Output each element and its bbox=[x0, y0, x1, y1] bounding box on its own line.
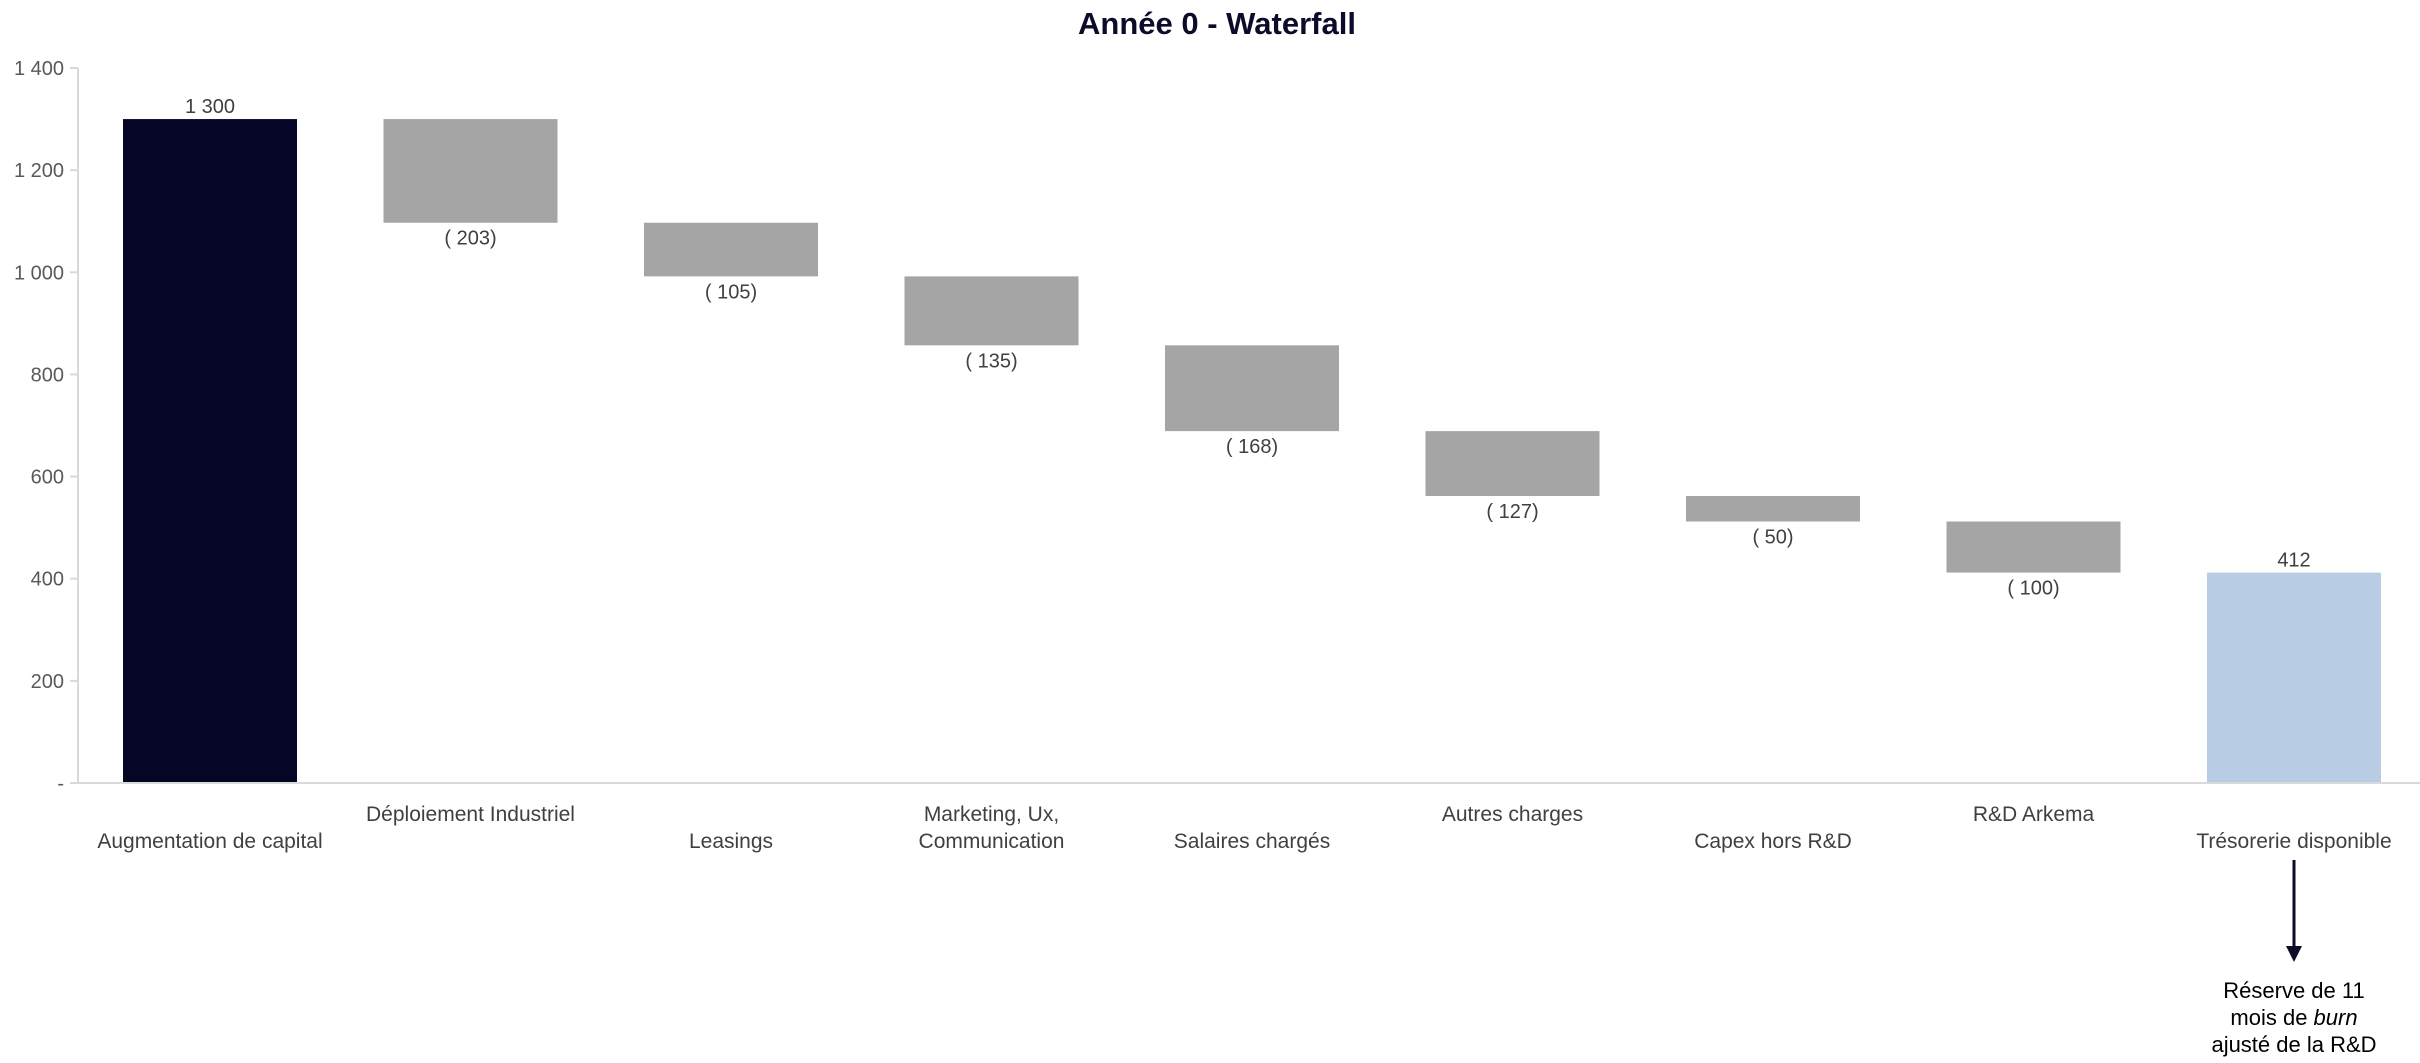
category-label: R&D Arkema bbox=[1973, 803, 2095, 826]
y-tick-label: 200 bbox=[31, 671, 64, 693]
category-label: Communication bbox=[919, 830, 1065, 853]
category-label: Salaires chargés bbox=[1174, 830, 1330, 853]
category-label: Autres charges bbox=[1442, 803, 1583, 826]
annotation-text-part: burn bbox=[2314, 1005, 2358, 1030]
data-label: ( 135) bbox=[965, 350, 1017, 372]
annotation-text-part: Réserve de 11 bbox=[2223, 978, 2364, 1003]
annotation-text-part: mois de bbox=[2230, 1005, 2313, 1030]
bar-decrease bbox=[1946, 521, 2121, 573]
y-tick-label: 400 bbox=[31, 569, 64, 591]
bar-decrease bbox=[383, 119, 558, 223]
data-label: ( 168) bbox=[1226, 436, 1278, 458]
y-tick-label: - bbox=[57, 773, 64, 795]
arrow-down-icon bbox=[2286, 946, 2302, 962]
data-label: ( 203) bbox=[444, 228, 496, 250]
y-tick-label: 1 200 bbox=[14, 160, 64, 182]
bar-decrease bbox=[1165, 345, 1339, 432]
annotation-text-part: ajusté de la R&D bbox=[2211, 1032, 2376, 1057]
y-tick-label: 1 000 bbox=[14, 262, 64, 284]
chart-title: Année 0 - Waterfall bbox=[1078, 6, 1356, 41]
data-label: ( 105) bbox=[705, 281, 757, 303]
data-label: 1 300 bbox=[185, 96, 235, 118]
bars-group bbox=[123, 119, 2381, 784]
category-label: Marketing, Ux, bbox=[924, 803, 1059, 826]
bar-total bbox=[123, 119, 297, 784]
category-label: Leasings bbox=[689, 830, 773, 853]
bar-decrease bbox=[1425, 431, 1600, 496]
bar-decrease bbox=[1686, 495, 1860, 522]
y-tick-label: 600 bbox=[31, 467, 64, 489]
y-axis: - 200 400 600 800 1 000 1 200 1 400 bbox=[14, 58, 79, 795]
data-label: ( 127) bbox=[1486, 501, 1538, 523]
category-label: Déploiement Industriel bbox=[366, 803, 575, 826]
x-axis: Augmentation de capital Déploiement Indus… bbox=[78, 782, 2420, 853]
annotation-note-line: ajusté de la R&D bbox=[2211, 1032, 2376, 1057]
bar-total bbox=[2207, 572, 2381, 783]
annotation-note-line: mois de burn bbox=[2230, 1005, 2357, 1030]
annotation-note-line: Réserve de 11 bbox=[2223, 978, 2364, 1003]
data-labels-group: 1 300 ( 203) ( 105) ( 135) ( 168) ( 127) ( 50)… bbox=[185, 96, 2311, 600]
data-label: 412 bbox=[2277, 550, 2310, 572]
category-label: Augmentation de capital bbox=[97, 830, 322, 853]
bar-decrease bbox=[904, 276, 1079, 346]
y-tick-label: 1 400 bbox=[14, 58, 64, 80]
y-tick-label: 800 bbox=[31, 364, 64, 386]
category-label: Capex hors R&D bbox=[1694, 830, 1852, 853]
data-label: ( 50) bbox=[1752, 527, 1793, 549]
bar-decrease bbox=[644, 222, 818, 277]
data-label: ( 100) bbox=[2007, 578, 2059, 600]
category-label: Trésorerie disponible bbox=[2196, 830, 2391, 853]
